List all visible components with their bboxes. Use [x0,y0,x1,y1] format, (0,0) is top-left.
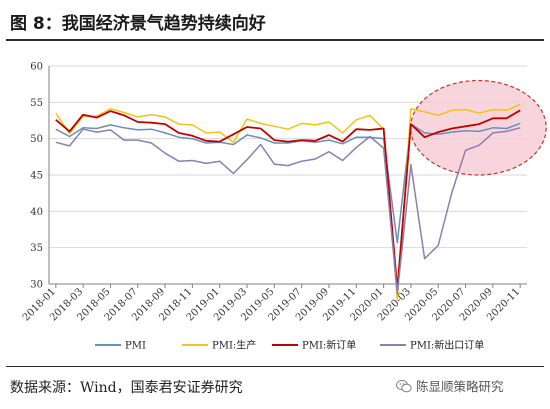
series-line-3 [55,109,521,291]
series-line-2 [55,103,521,301]
watermark: 陈显顺策略研究 [396,376,504,395]
y-tick-label: 30 [30,280,43,291]
wechat-icon [396,379,412,392]
y-tick-label: 35 [30,243,43,254]
title-bar: 图 8：我国经济景气趋势持续向好 [0,0,550,41]
highlight-ellipse [409,79,547,176]
legend-label: PMI [125,341,146,352]
series-line-4 [55,127,521,295]
watermark-text: 陈显顺策略研究 [416,379,504,394]
y-tick-label: 45 [30,171,43,182]
footer-divider [6,366,544,367]
y-tick-label: 55 [30,98,43,109]
y-tick-label: 50 [30,134,43,145]
y-tick-label: 40 [30,207,43,218]
legend-label: PMI:新订单 [302,339,356,352]
legend-label: PMI:新出口订单 [410,339,484,352]
line-chart: 303540455055602018-012018-032018-052018-… [21,62,547,352]
figure-title: 图 8：我国经济景气趋势持续向好 [10,14,266,34]
y-tick-label: 60 [30,62,43,73]
series-line-1 [55,122,521,244]
source-note: 数据来源：Wind，国泰君安证券研究 [10,380,243,396]
title-divider [6,39,544,41]
legend-label: PMI:生产 [212,339,256,352]
